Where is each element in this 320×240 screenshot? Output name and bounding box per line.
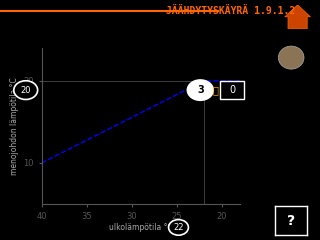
Text: 0: 0 — [229, 85, 235, 95]
Circle shape — [169, 220, 188, 235]
Text: 🌡: 🌡 — [212, 85, 218, 95]
Polygon shape — [285, 5, 310, 29]
Text: 3: 3 — [197, 85, 204, 95]
Y-axis label: menojohdon lämpötila °C: menojohdon lämpötila °C — [10, 77, 19, 175]
Circle shape — [14, 81, 38, 100]
FancyBboxPatch shape — [220, 81, 244, 99]
Circle shape — [188, 80, 213, 100]
Text: ?: ? — [287, 214, 295, 228]
Text: JÄÄHDYTYSKÄYRÄ 1.9.1.2: JÄÄHDYTYSKÄYRÄ 1.9.1.2 — [166, 6, 295, 16]
Text: 20: 20 — [20, 86, 31, 95]
Circle shape — [278, 46, 304, 69]
Text: 22: 22 — [173, 223, 184, 232]
X-axis label: ulkolämpötila °C: ulkolämpötila °C — [109, 223, 173, 232]
